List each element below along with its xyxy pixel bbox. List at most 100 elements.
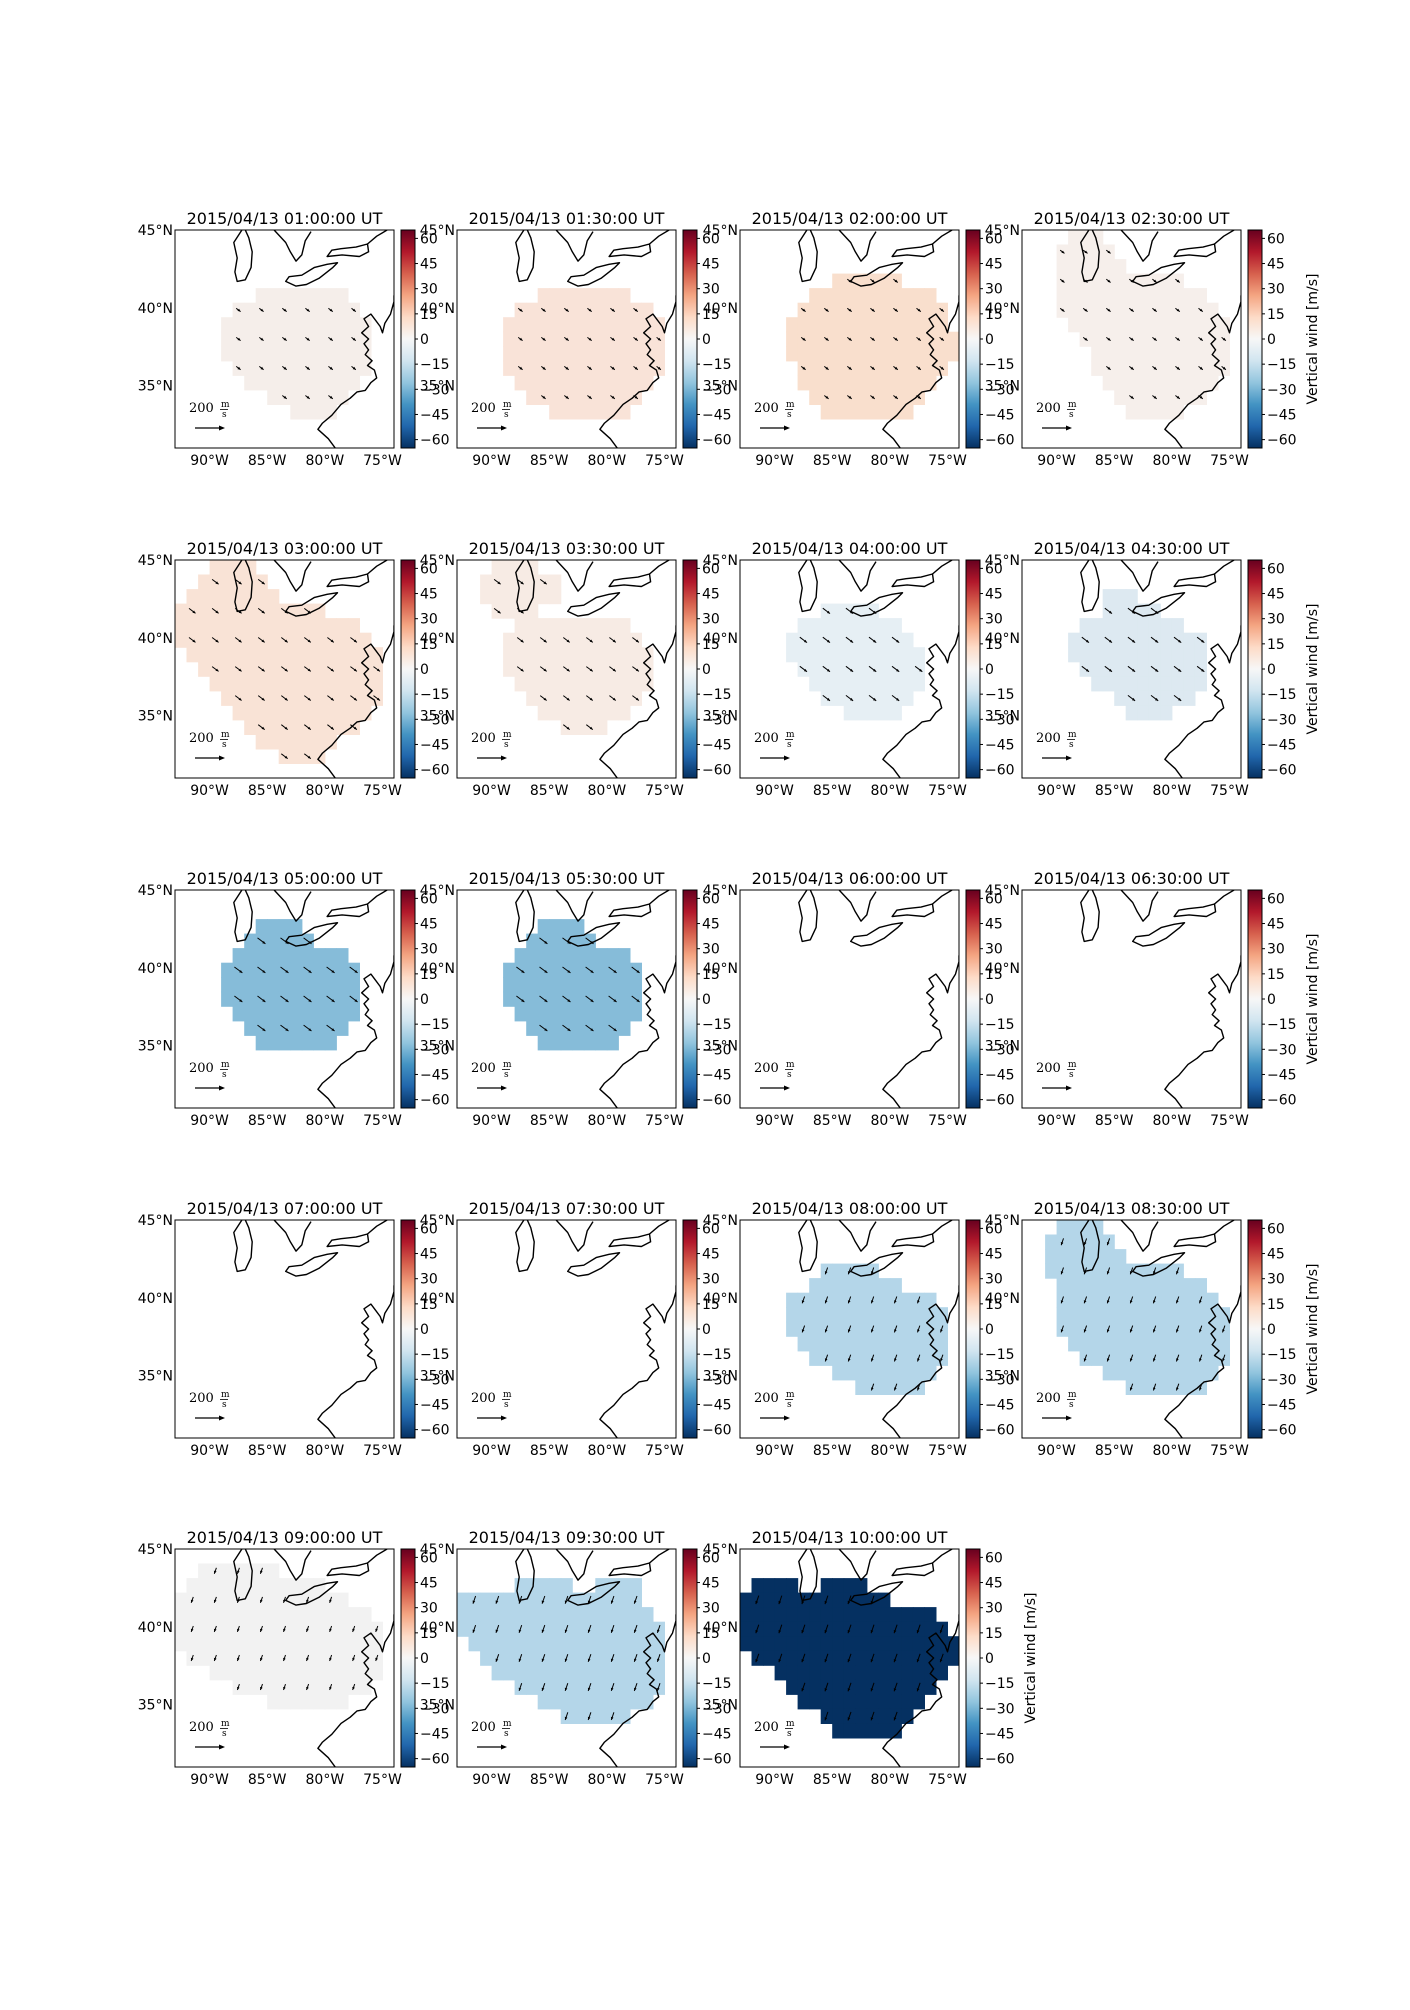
field-cell bbox=[221, 1607, 234, 1623]
quiver-key-unit-num: m bbox=[503, 1719, 512, 1729]
field-cell bbox=[514, 1006, 527, 1022]
field-cell bbox=[198, 1621, 211, 1637]
field-cell bbox=[526, 991, 539, 1007]
field-cell bbox=[514, 676, 527, 692]
quiver-key-unit-num: m bbox=[503, 1060, 512, 1070]
wind-arrow bbox=[1104, 607, 1113, 614]
field-cell bbox=[595, 288, 608, 304]
field-cell bbox=[641, 317, 654, 333]
field-cell bbox=[267, 317, 280, 333]
lat-label: 35°N bbox=[420, 1698, 455, 1714]
colorbar-tick: 60 bbox=[420, 891, 438, 907]
colorbar-tick: 30 bbox=[420, 1272, 438, 1288]
wind-arrow bbox=[587, 395, 593, 400]
wind-arrow bbox=[236, 1625, 240, 1633]
field-cell bbox=[324, 705, 337, 721]
colorbar-tick: 0 bbox=[702, 992, 711, 1008]
field-cell bbox=[549, 1020, 562, 1036]
lat-label: 45°N bbox=[985, 223, 1020, 239]
wind-arrow bbox=[609, 695, 617, 701]
field-cell bbox=[1125, 589, 1138, 605]
colorbar-tick: 30 bbox=[1267, 612, 1285, 628]
field-cell bbox=[618, 375, 631, 391]
field-cell bbox=[901, 288, 914, 304]
wind-arrow bbox=[259, 1625, 263, 1633]
wind-arrow bbox=[350, 666, 358, 672]
field-cell bbox=[572, 1035, 585, 1051]
wind-arrow bbox=[234, 995, 243, 1003]
colorbar-tick: 30 bbox=[702, 1601, 720, 1617]
wind-arrow bbox=[800, 307, 806, 313]
field-cell bbox=[1194, 1336, 1207, 1352]
field-cell bbox=[221, 647, 234, 663]
coastline bbox=[798, 560, 959, 778]
field-cell bbox=[526, 1006, 539, 1022]
field-cell bbox=[1160, 1379, 1173, 1395]
field-cell bbox=[1148, 404, 1161, 420]
colorbar-tick: 15 bbox=[1267, 307, 1285, 323]
wind-arrow bbox=[327, 666, 335, 672]
field-cell bbox=[855, 1621, 868, 1637]
colorbar-tick: −15 bbox=[1267, 687, 1297, 703]
field-cell bbox=[855, 1365, 868, 1381]
wind-arrow bbox=[257, 1024, 266, 1032]
field-cell bbox=[572, 676, 585, 692]
field-cell bbox=[866, 1278, 879, 1294]
field-cell bbox=[221, 661, 234, 677]
field-cell bbox=[560, 647, 573, 663]
field-cell bbox=[618, 618, 631, 634]
field-cell bbox=[244, 632, 257, 648]
wind-arrow bbox=[870, 1325, 875, 1333]
wind-arrow bbox=[305, 366, 311, 371]
field-cell bbox=[301, 977, 314, 993]
colorbar-tick: 60 bbox=[702, 891, 720, 907]
field-cell bbox=[267, 1636, 280, 1652]
field-cell bbox=[313, 1621, 326, 1637]
field-cell bbox=[267, 1650, 280, 1666]
field-cell bbox=[480, 574, 493, 590]
colorbar-tick: 60 bbox=[420, 561, 438, 577]
field-cell bbox=[595, 690, 608, 706]
field-cell bbox=[1068, 288, 1081, 304]
field-cell bbox=[1125, 647, 1138, 663]
coastline bbox=[515, 1549, 676, 1767]
field-cell bbox=[336, 1679, 349, 1695]
field-cell bbox=[503, 962, 516, 978]
field-cell bbox=[232, 618, 245, 634]
colorbar-tick: 45 bbox=[985, 257, 1003, 273]
field-cell bbox=[832, 690, 845, 706]
field-cell bbox=[595, 948, 608, 964]
wind-arrow bbox=[799, 665, 808, 673]
field-cell bbox=[832, 404, 845, 420]
wind-arrow bbox=[916, 366, 922, 371]
colorbar-tick: −45 bbox=[985, 1067, 1015, 1083]
field-cell bbox=[347, 705, 360, 721]
lat-label: 40°N bbox=[420, 301, 455, 317]
field-cell bbox=[866, 1365, 879, 1381]
field-cell bbox=[843, 705, 856, 721]
field-cell bbox=[1137, 346, 1150, 362]
field-cell bbox=[175, 618, 188, 634]
field-cell bbox=[1091, 302, 1104, 318]
field-cell bbox=[244, 690, 257, 706]
coastline bbox=[1080, 230, 1241, 448]
wind-arrow bbox=[847, 1682, 852, 1692]
field-cell bbox=[526, 346, 539, 362]
field-cell bbox=[1114, 1249, 1127, 1265]
field-cell bbox=[912, 346, 925, 362]
field-cell bbox=[1148, 618, 1161, 634]
field-cell bbox=[606, 1636, 619, 1652]
field-cell bbox=[1206, 1307, 1219, 1323]
lon-label: 85°W bbox=[248, 1113, 287, 1129]
colorbar-tick: 45 bbox=[1267, 257, 1285, 273]
field-cell bbox=[866, 647, 879, 663]
colorbar-tick: −45 bbox=[1267, 1397, 1297, 1413]
field-cell bbox=[855, 360, 868, 376]
field-cell bbox=[526, 389, 539, 405]
wind-arrow bbox=[518, 1683, 523, 1692]
lon-label: 75°W bbox=[645, 1772, 684, 1788]
